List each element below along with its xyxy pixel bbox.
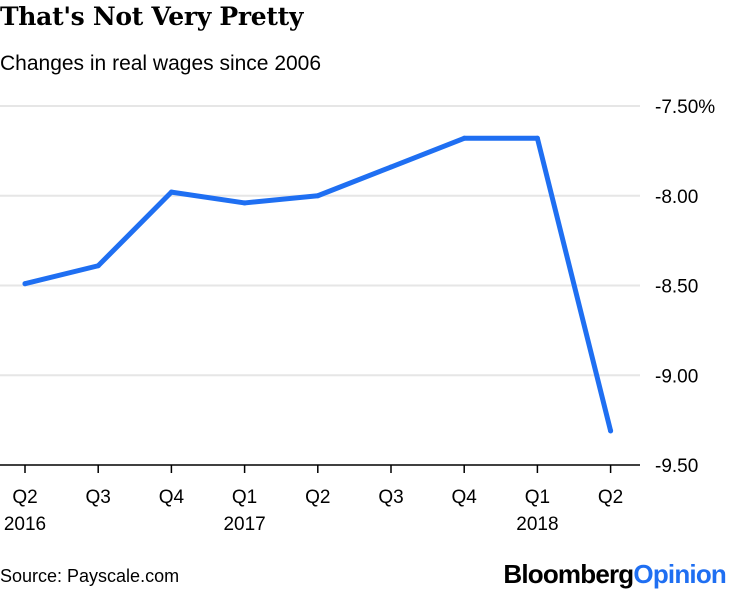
data-point bbox=[22, 281, 28, 287]
data-point bbox=[461, 135, 467, 141]
x-year-label: 2017 bbox=[223, 514, 265, 535]
x-tick-label: Q3 bbox=[378, 487, 403, 508]
x-tick-label: Q1 bbox=[525, 487, 550, 508]
data-point bbox=[534, 135, 540, 141]
data-point bbox=[315, 193, 321, 199]
logo-part-2: Opinion bbox=[633, 559, 726, 589]
x-tick-label: Q3 bbox=[86, 487, 111, 508]
x-tick-label: Q4 bbox=[452, 487, 478, 508]
data-point bbox=[242, 200, 248, 206]
y-tick-label: -9.50 bbox=[655, 456, 698, 477]
x-tick-label: Q1 bbox=[232, 487, 257, 508]
data-point bbox=[168, 189, 174, 195]
x-year-label: 2016 bbox=[4, 514, 46, 535]
x-tick-label: Q2 bbox=[305, 487, 330, 508]
data-point bbox=[608, 428, 614, 434]
bloomberg-opinion-logo: BloombergOpinion bbox=[503, 559, 726, 590]
y-tick-label: -8.00 bbox=[655, 187, 698, 208]
chart-title: That's Not Very Pretty bbox=[0, 2, 304, 31]
y-tick-label: -7.50% bbox=[655, 97, 715, 118]
data-point bbox=[95, 263, 101, 269]
x-year-label: 2018 bbox=[516, 514, 558, 535]
y-tick-label: -8.50 bbox=[655, 277, 698, 298]
x-tick-label: Q2 bbox=[598, 487, 623, 508]
chart-subtitle: Changes in real wages since 2006 bbox=[0, 52, 322, 75]
source-note: Source: Payscale.com bbox=[0, 566, 180, 586]
x-tick-label: Q2 bbox=[12, 487, 37, 508]
data-point bbox=[388, 164, 394, 170]
x-tick-label: Q4 bbox=[159, 487, 185, 508]
y-tick-label: -9.00 bbox=[655, 366, 698, 387]
logo-part-1: Bloomberg bbox=[503, 559, 634, 589]
